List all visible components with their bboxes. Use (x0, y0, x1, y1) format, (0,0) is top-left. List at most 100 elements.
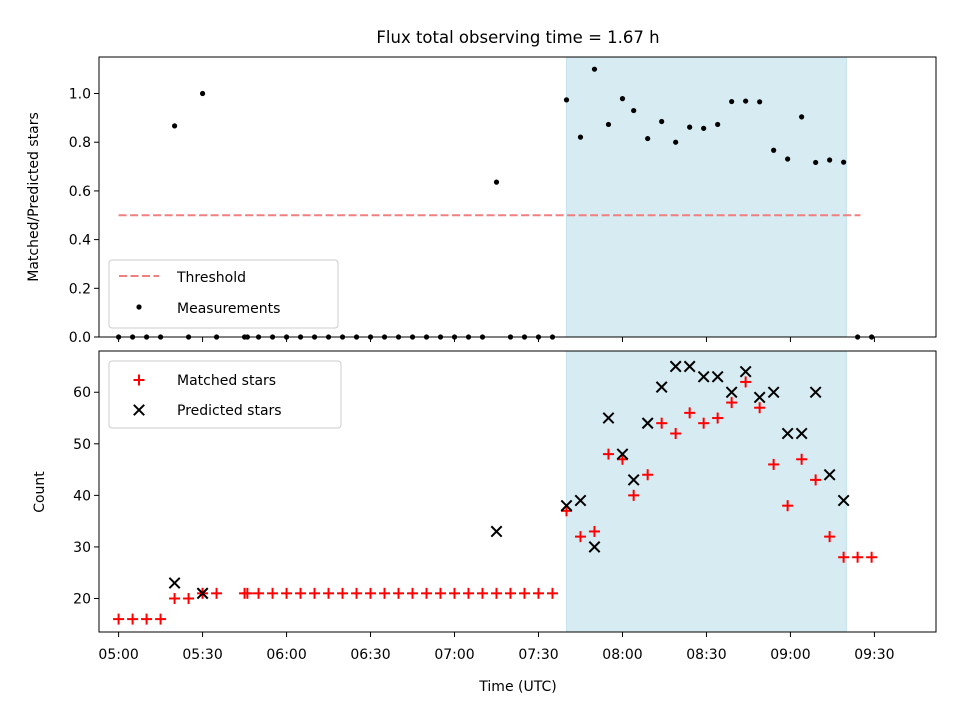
bottom-xticks: 05:00 05:30 06:00 06:30 07:00 07:30 08:00 08:30… (98, 632, 895, 663)
matched-point (477, 587, 489, 599)
measurement-point (659, 118, 665, 125)
matched-legend-marker (133, 374, 145, 386)
measurement-point (743, 98, 749, 104)
top-panel: 0.0 0.2 0.4 0.6 0.8 1.0 Matched/Predicted sta… (26, 56, 937, 346)
measurement-point (493, 179, 500, 185)
measurement-point (827, 157, 833, 163)
cross-b (616, 448, 629, 461)
matched-point (241, 587, 253, 599)
matched-point (211, 587, 223, 599)
cross-b (697, 370, 710, 383)
cross-b (725, 386, 738, 399)
x-tick-label: 08:30 (686, 647, 726, 663)
matched-point (670, 427, 682, 439)
measurement-point (813, 159, 819, 166)
cross-b (574, 494, 587, 507)
measurement-point (841, 159, 847, 165)
matched-point (824, 531, 836, 543)
matched-point (113, 613, 125, 625)
matched-point (267, 587, 279, 599)
top-legend-box (108, 259, 339, 329)
cross-b (837, 494, 850, 507)
measurement-point (171, 123, 178, 129)
predicted-legend-swatch (133, 404, 145, 416)
x-tick-label: 07:00 (434, 647, 474, 663)
x-tick-label: 08:00 (602, 647, 642, 663)
cross-b (490, 525, 503, 538)
matched-point (337, 587, 349, 599)
matched-point (491, 587, 503, 599)
threshold-legend-label: Threshold (176, 270, 246, 286)
x-tick-label: 05:30 (182, 647, 222, 663)
y-tick-label: 0.0 (69, 330, 91, 346)
bottom-panel: 20 30 40 50 60 05:00 05:30 06:00 06:30 07:00 07:3… (32, 350, 937, 695)
matched-point (295, 587, 307, 599)
cross-b (588, 541, 601, 553)
bottom-legend: Matched stars Predicted stars (108, 360, 342, 429)
matched-point (421, 587, 433, 599)
matched-point (712, 412, 724, 424)
measurement-point (771, 147, 777, 153)
predicted-point (837, 494, 850, 507)
cross-b (753, 391, 766, 404)
measurement-point (715, 121, 721, 128)
cross-b (655, 381, 668, 393)
matched-point (532, 587, 544, 599)
y-tick-label: 30 (73, 540, 91, 556)
measurement-point (673, 139, 679, 145)
predicted-legend-marker (133, 404, 145, 416)
measurement-point (563, 97, 570, 103)
bottom-ylabel: Count (32, 471, 48, 513)
matched-point (698, 417, 710, 429)
cross-b (823, 468, 836, 481)
matched-point (169, 592, 181, 604)
x-axis-label: Time (UTC) (478, 679, 556, 695)
cross-b (781, 427, 794, 440)
matched-points (113, 376, 878, 625)
top-legend: Threshold Measurements (108, 259, 339, 329)
matched-point (309, 587, 321, 599)
measurement-point (199, 90, 206, 97)
predicted-point (574, 494, 587, 507)
matched-point (628, 489, 640, 501)
top-yticks: 0.0 0.2 0.4 0.6 0.8 1.0 (69, 87, 99, 346)
cross-b (669, 360, 682, 373)
predicted-point (739, 365, 752, 378)
measurements-legend-label: Measurements (177, 301, 280, 317)
measurement-point (619, 96, 626, 102)
matched-legend-label: Matched stars (177, 373, 276, 389)
matched-point (782, 500, 794, 512)
cross-b (602, 412, 615, 424)
predicted-points (168, 360, 850, 600)
matched-point (463, 587, 475, 599)
y-tick-label: 50 (73, 437, 91, 453)
predicted-point (711, 370, 724, 383)
matched-legend-swatch (133, 374, 145, 386)
predicted-point (697, 370, 710, 383)
predicted-point (560, 499, 573, 512)
measurement-point (687, 124, 693, 130)
cross-b (767, 386, 780, 399)
matched-point (127, 613, 139, 625)
measurement-point (729, 98, 735, 105)
cross-b (739, 365, 752, 378)
cross-b (683, 360, 696, 373)
matched-point (796, 453, 808, 465)
predicted-point (725, 386, 738, 399)
x-tick-label: 09:30 (854, 647, 894, 663)
y-tick-label: 1.0 (69, 87, 91, 103)
y-tick-label: 20 (73, 591, 91, 607)
predicted-point (641, 417, 654, 430)
measurement-point (645, 135, 651, 142)
matched-point (407, 587, 419, 599)
x-tick-label: 05:00 (98, 647, 138, 663)
y-tick-label: 0.2 (69, 281, 91, 297)
matched-point (183, 592, 195, 604)
measurement-point (701, 125, 707, 131)
y-tick-label: 60 (73, 385, 91, 401)
matched-point (810, 474, 822, 486)
cross-b (560, 499, 573, 512)
y-tick-label: 40 (73, 488, 91, 504)
matched-point (379, 587, 391, 599)
